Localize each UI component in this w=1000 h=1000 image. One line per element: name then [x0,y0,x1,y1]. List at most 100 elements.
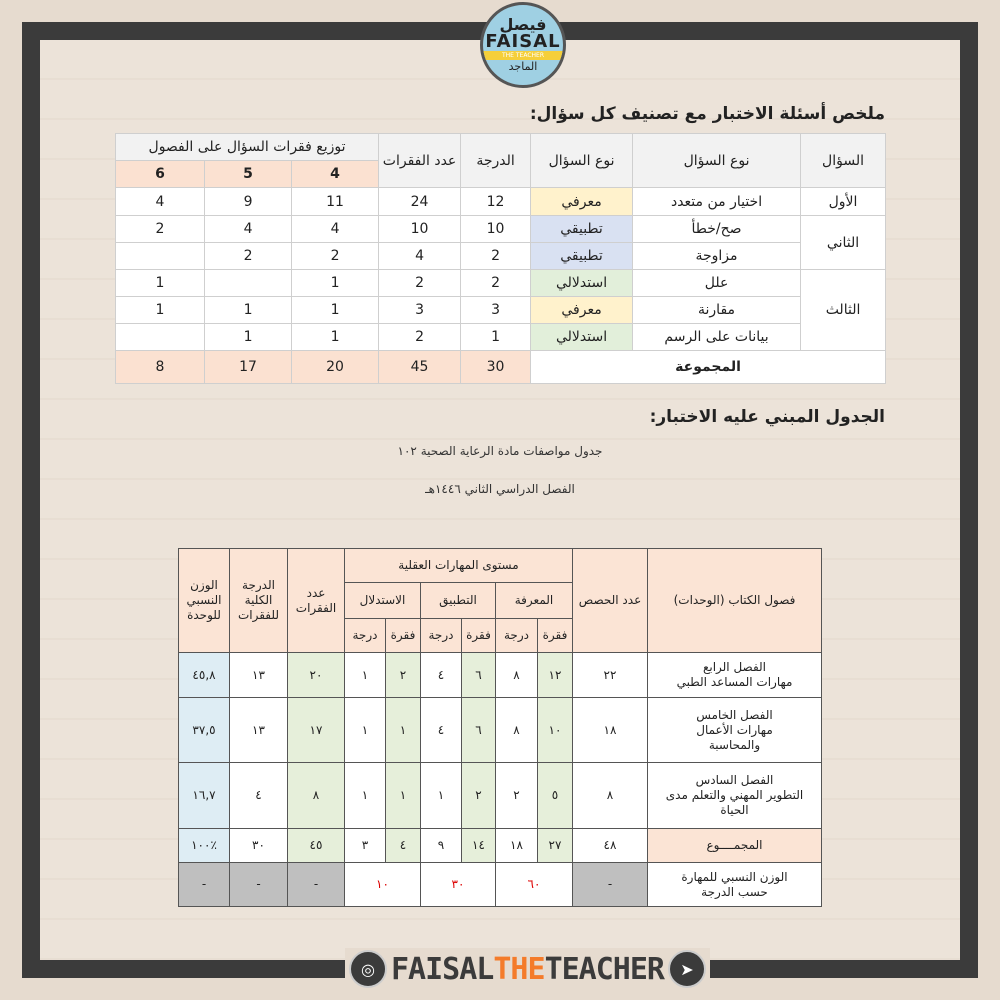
cell-c4: 2 [291,242,380,270]
cell-grade: 10 [460,215,532,243]
cell-question: الثاني [800,215,887,270]
sum-k-item: ٢٧ [537,828,573,863]
sum-label: المجمــــوع [647,828,822,863]
skill-weight-total: - [229,862,288,907]
skill-weight-application: ٣٠ [420,862,496,907]
sum-weight: ٪١٠٠ [178,828,230,863]
skill-weight-weight: - [178,862,230,907]
header-grade: الدرجة [460,133,532,188]
brand-part-1: FAISAL [391,951,494,987]
cell-c5: 1 [204,296,293,324]
brand-wordmark: FAISALTHETEACHER [391,951,665,987]
cell-unit: الفصل الخامس مهارات الأعمال والمحاسبة [647,697,822,763]
cell-a-item: ٦ [461,652,496,698]
spec-caption-title: جدول مواصفات مادة الرعاية الصحية ١٠٢ [397,444,603,458]
cell-c5: 2 [204,242,293,270]
unit-title: الفصل الرابع [702,660,767,674]
cell-items: 24 [378,187,462,216]
cell-items: 3 [378,296,462,324]
cell-category: تطبيقي [530,215,634,243]
header-knowledge: المعرفة [495,582,573,619]
cell-c5: 9 [204,187,293,216]
header-application: التطبيق [420,582,496,619]
cell-lessons: ٢٢ [572,652,648,698]
header-items: عدد الفقرات [378,133,462,188]
cell-a-item: ٢ [461,762,496,829]
header-reasoning: الاستدلال [344,582,421,619]
cell-c4: 1 [291,323,380,351]
cell-category: معرفي [530,296,634,324]
cell-r-grade: ١ [344,697,386,763]
header-items: عدد الفقرات [287,548,345,653]
header-grade: درجة [344,618,386,653]
unit-name: التطوير المهني والتعلم مدى الحياة [665,788,804,817]
unit-title: الفصل الخامس [696,707,773,722]
cell-c6 [114,242,206,270]
instagram-icon[interactable]: ◎ [349,950,387,988]
cell-type: علل [632,269,802,297]
cell-c4: 11 [291,187,380,216]
cell-r-grade: ١ [344,762,386,829]
sum-row: المجمــــوع ٤٨ ٢٧ ١٨ ١٤ ٩ ٤ ٣ ٤٥ ٣٠ ٪١٠٠ [178,828,822,863]
cell-a-grade: ١ [420,762,462,829]
spec-caption-term: الفصل الدراسي الثاني ١٤٤٦هـ [425,482,575,496]
header-ch6: 6 [114,160,206,188]
header-grade: درجة [495,618,538,653]
sum-a-item: ١٤ [461,828,496,863]
total-items: 45 [378,350,462,384]
cell-items: ٨ [287,762,345,829]
sum-a-grade: ٩ [420,828,462,863]
skill-weight-knowledge: ٦٠ [495,862,573,907]
cell-r-grade: ١ [344,652,386,698]
sum-total: ٣٠ [229,828,288,863]
header-units: فصول الكتاب (الوحدات) [647,548,822,653]
header-weight: الوزن النسبي للوحدة [178,548,230,653]
total-c4: 20 [291,350,380,384]
sum-r-grade: ٣ [344,828,386,863]
footer-brand: ◎ FAISALTHETEACHER ➤ [345,948,710,990]
cell-r-item: ١ [385,697,421,763]
cell-total: ١٣ [229,652,288,698]
header-grade: درجة [420,618,462,653]
cell-type: صح/خطأ [632,215,802,243]
cell-c5: 4 [204,215,293,243]
table-row: مقارنة معرفي 3 3 1 1 1 [114,296,886,324]
cell-total: ١٣ [229,697,288,763]
cell-k-grade: ٨ [495,697,538,763]
cell-question: الأول [800,187,887,216]
cell-question: الثالث [800,269,887,351]
summary-table: السؤال نوع السؤال نوع السؤال الدرجة عدد … [114,133,887,384]
sum-r-item: ٤ [385,828,421,863]
cell-items: ١٧ [287,697,345,763]
table-row: الثاني صح/خطأ تطبيقي 10 10 4 4 2 [114,215,887,270]
table-row: الفصل الخامس مهارات الأعمال والمحاسبة ١٨ … [178,697,822,763]
page-frame [22,22,978,978]
cell-grade: 3 [460,296,532,324]
logo-arabic-sub: الماجد [508,59,538,73]
cell-category: استدلالي [530,323,634,351]
skill-weight-lessons: - [572,862,648,907]
cell-lessons: ٨ [572,762,648,829]
cell-k-item: ١٢ [537,652,573,698]
cell-grade: 1 [460,323,532,351]
cell-c4: 1 [291,269,380,297]
cell-k-grade: ٢ [495,762,538,829]
cell-a-grade: ٤ [420,697,462,763]
telegram-icon[interactable]: ➤ [668,950,706,988]
header-type: نوع السؤال [632,133,802,188]
spec-heading: الجدول المبني عليه الاختبار: [649,407,885,427]
logo-english: FAISAL [485,30,561,52]
cell-type: مزاوجة [632,242,802,270]
unit-name: مهارات المساعد الطبي [676,675,793,689]
total-row: المجموعة 30 45 20 17 8 [114,350,887,384]
cell-r-item: ٢ [385,652,421,698]
logo: فيصل FAISAL THE TEACHER الماجد [480,2,566,88]
skill-weight-row: الوزن النسبي للمهارة حسب الدرجة - ٦٠ ٣٠ … [178,862,822,907]
sum-k-grade: ١٨ [495,828,538,863]
cell-k-item: ٥ [537,762,573,829]
cell-total: ٤ [229,762,288,829]
table-row: الأول اختيار من متعدد معرفي 12 24 11 9 4 [114,187,887,216]
cell-a-item: ٦ [461,697,496,763]
total-grade: 30 [460,350,532,384]
logo-arabic: فيصل [499,14,547,34]
